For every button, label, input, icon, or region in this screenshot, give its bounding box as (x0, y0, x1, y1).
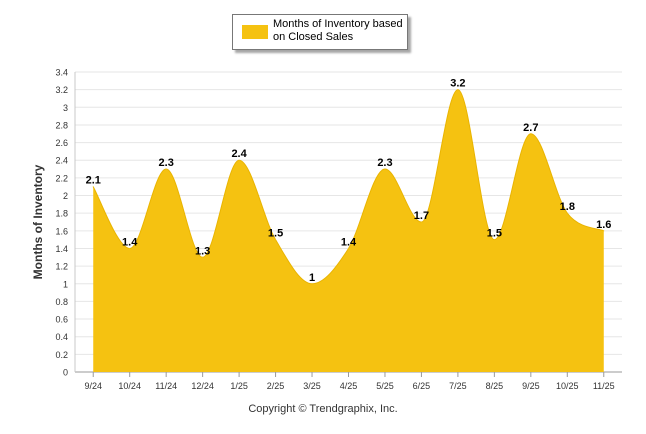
data-point (530, 133, 532, 135)
data-label: 1.8 (560, 201, 575, 213)
area-series (93, 89, 604, 372)
data-label: 3.2 (450, 78, 465, 90)
data-point (238, 159, 240, 161)
data-label: 2.3 (159, 157, 174, 169)
y-tick-label: 2.8 (55, 120, 68, 130)
x-tick-label: 9/24 (84, 381, 102, 391)
data-point (348, 247, 349, 249)
x-tick-label: 4/25 (340, 381, 358, 391)
data-point (92, 186, 94, 188)
data-point (311, 283, 313, 285)
data-point (129, 247, 131, 249)
y-tick-label: 2.4 (55, 156, 68, 166)
x-tick-label: 1/25 (230, 381, 248, 391)
data-point (566, 212, 568, 214)
data-label: 2.3 (377, 157, 392, 169)
x-tick-label: 10/25 (556, 381, 579, 391)
y-tick-label: 3.4 (55, 68, 68, 78)
y-tick-label: 2 (63, 191, 68, 201)
x-tick-label: 11/25 (593, 381, 615, 391)
data-label: 1.3 (195, 245, 210, 257)
y-tick-label: 3 (63, 103, 68, 113)
x-tick-label: 9/25 (522, 381, 540, 391)
y-tick-label: 1.8 (55, 209, 68, 219)
y-tick-label: 3.2 (55, 85, 68, 95)
data-point (165, 168, 167, 170)
y-tick-label: 0.8 (55, 297, 68, 307)
series-line (92, 89, 604, 285)
x-tick-label: 10/24 (118, 381, 141, 391)
y-tick-label: 0.4 (55, 332, 68, 342)
data-point (275, 239, 277, 241)
data-label: 1.4 (341, 236, 357, 248)
x-tick-label: 3/25 (303, 381, 321, 391)
data-point (493, 239, 495, 241)
x-tick-label: 11/24 (155, 381, 177, 391)
y-tick-label: 1.4 (55, 244, 68, 254)
y-tick-label: 1.2 (55, 262, 68, 272)
y-tick-label: 1.6 (55, 226, 68, 236)
legend-swatch (242, 25, 268, 39)
data-point (384, 168, 386, 170)
y-tick-label: 1 (63, 279, 68, 289)
data-label: 1.7 (414, 210, 429, 222)
copyright-text: Copyright © Trendgraphix, Inc. (248, 403, 398, 415)
y-tick-label: 0 (63, 368, 68, 378)
x-tick-label: 5/25 (376, 381, 394, 391)
data-label: 1.5 (268, 228, 283, 240)
y-tick-label: 2.2 (55, 173, 68, 183)
legend-label: Months of Inventory based on Closed Sale… (273, 18, 403, 43)
data-label: 1.5 (487, 228, 502, 240)
x-tick-label: 12/24 (191, 381, 214, 391)
data-point (202, 256, 204, 258)
y-axis-title: Months of Inventory (31, 164, 45, 279)
x-tick-label: 2/25 (267, 381, 285, 391)
x-tick-label: 6/25 (413, 381, 431, 391)
data-label: 1 (309, 272, 315, 284)
y-tick-label: 2.6 (55, 138, 68, 148)
data-point (420, 221, 422, 223)
data-label: 2.4 (231, 148, 247, 160)
x-tick-label: 8/25 (486, 381, 504, 391)
data-point (457, 89, 459, 91)
data-point (603, 230, 605, 232)
data-label: 1.4 (122, 236, 138, 248)
y-tick-label: 0.6 (55, 315, 68, 325)
x-tick-label: 7/25 (449, 381, 467, 391)
y-tick-label: 0.2 (55, 350, 68, 360)
data-label: 2.1 (86, 175, 101, 187)
data-label: 1.6 (596, 219, 611, 231)
legend: Months of Inventory based on Closed Sale… (232, 14, 408, 50)
data-label: 2.7 (523, 122, 538, 134)
